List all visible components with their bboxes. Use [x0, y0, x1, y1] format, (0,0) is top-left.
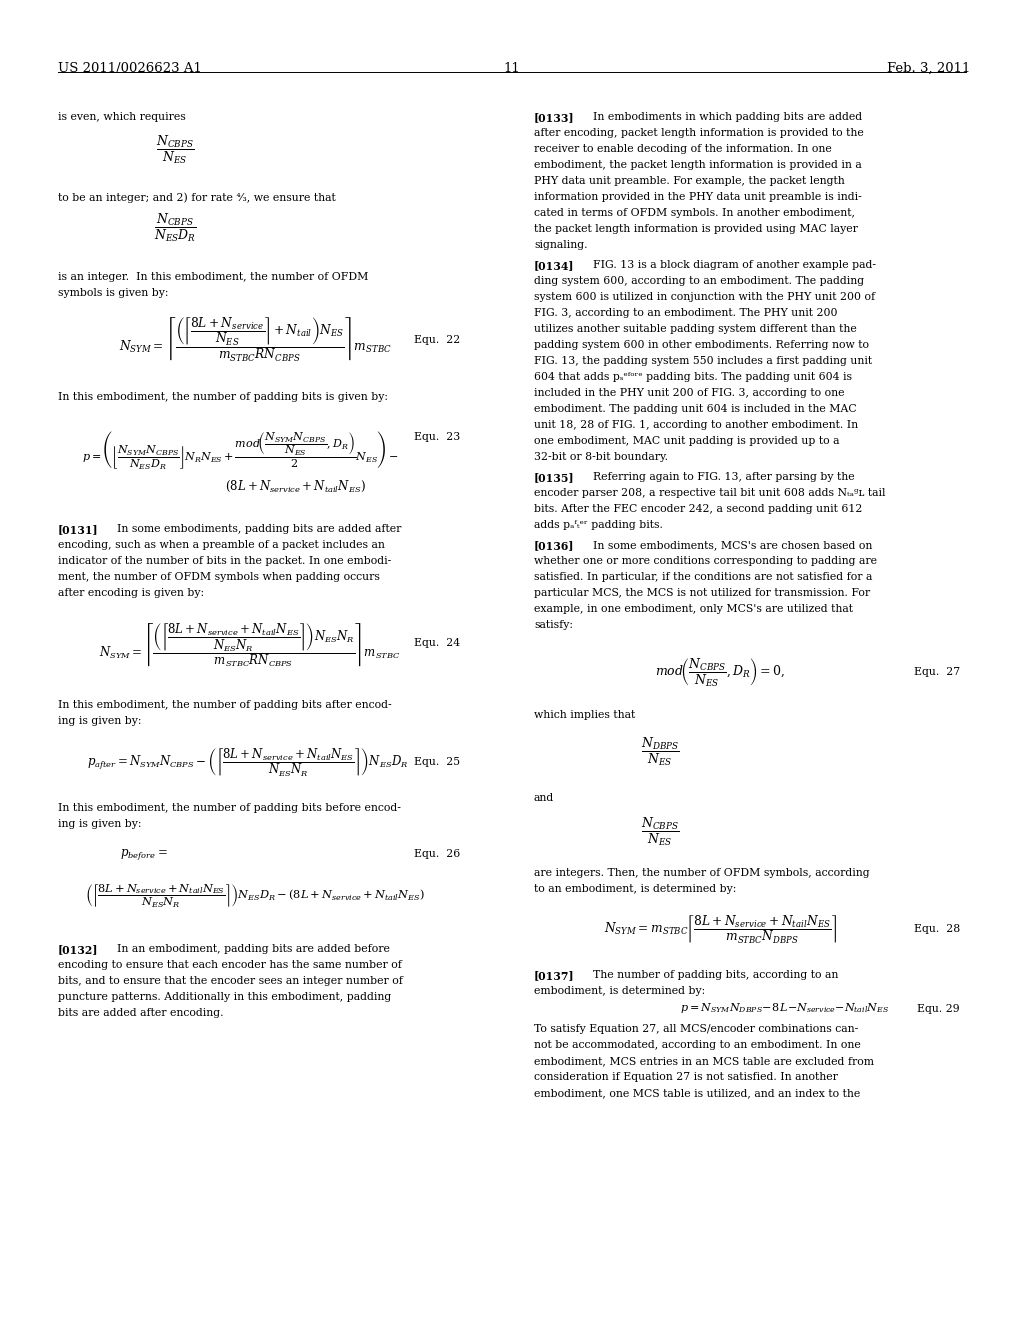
Text: unit 18, 28 of FIG. 1, according to another embodiment. In: unit 18, 28 of FIG. 1, according to anot… [534, 420, 858, 430]
Text: In this embodiment, the number of padding bits after encod-: In this embodiment, the number of paddin… [58, 700, 391, 710]
Text: $(8L + N_{service} + N_{tail}N_{ES})$: $(8L + N_{service} + N_{tail}N_{ES})$ [224, 478, 366, 494]
Text: satisfied. In particular, if the conditions are not satisfied for a: satisfied. In particular, if the conditi… [534, 572, 872, 582]
Text: 604 that adds pₛᵉᶠᵒʳᵉ padding bits. The padding unit 604 is: 604 that adds pₛᵉᶠᵒʳᵉ padding bits. The … [534, 372, 852, 381]
Text: PHY data unit preamble. For example, the packet length: PHY data unit preamble. For example, the… [534, 176, 845, 186]
Text: $N_{SYM} = m_{STBC}\left\lceil \dfrac{8L+N_{service}+N_{tail}N_{ES}}{m_{STBC}N_{: $N_{SYM} = m_{STBC}\left\lceil \dfrac{8L… [603, 913, 837, 946]
Text: cated in terms of OFDM symbols. In another embodiment,: cated in terms of OFDM symbols. In anoth… [534, 209, 855, 218]
Text: $N_{SYM} = \left\lceil \dfrac{\left(\left\lceil \dfrac{8L+N_{service}}{N_{ES}} \: $N_{SYM} = \left\lceil \dfrac{\left(\lef… [119, 315, 391, 364]
Text: padding system 600 in other embodiments. Referring now to: padding system 600 in other embodiments.… [534, 341, 869, 350]
Text: FIG. 3, according to an embodiment. The PHY unit 200: FIG. 3, according to an embodiment. The … [534, 308, 838, 318]
Text: $p_{before} =$: $p_{before} =$ [120, 847, 168, 862]
Text: ment, the number of OFDM symbols when padding occurs: ment, the number of OFDM symbols when pa… [58, 572, 380, 582]
Text: which implies that: which implies that [534, 710, 635, 719]
Text: indicator of the number of bits in the packet. In one embodi-: indicator of the number of bits in the p… [58, 556, 391, 566]
Text: embodiment, is determined by:: embodiment, is determined by: [534, 986, 706, 997]
Text: In this embodiment, the number of padding bits is given by:: In this embodiment, the number of paddin… [58, 392, 388, 403]
Text: signaling.: signaling. [534, 240, 588, 249]
Text: FIG. 13, the padding system 550 includes a first padding unit: FIG. 13, the padding system 550 includes… [534, 356, 872, 366]
Text: Equ.  24: Equ. 24 [414, 638, 460, 648]
Text: [0132]: [0132] [58, 944, 98, 954]
Text: ing is given by:: ing is given by: [58, 818, 141, 829]
Text: whether one or more conditions corresponding to padding are: whether one or more conditions correspon… [534, 556, 877, 566]
Text: is an integer.  In this embodiment, the number of OFDM: is an integer. In this embodiment, the n… [58, 272, 369, 282]
Text: [0135]: [0135] [534, 473, 574, 483]
Text: to be an integer; and 2) for rate ⁴⁄₃, we ensure that: to be an integer; and 2) for rate ⁴⁄₃, w… [58, 191, 336, 202]
Text: $p{=}N_{SYM}N_{DBPS}{-}8\,L{-}N_{service}{-}N_{tail}N_{ES}$: $p{=}N_{SYM}N_{DBPS}{-}8\,L{-}N_{service… [680, 1001, 889, 1015]
Text: after encoding, packet length information is provided to the: after encoding, packet length informatio… [534, 128, 864, 139]
Text: and: and [534, 793, 554, 803]
Text: embodiment. The padding unit 604 is included in the MAC: embodiment. The padding unit 604 is incl… [534, 404, 857, 414]
Text: system 600 is utilized in conjunction with the PHY unit 200 of: system 600 is utilized in conjunction wi… [534, 292, 876, 302]
Text: encoding to ensure that each encoder has the same number of: encoding to ensure that each encoder has… [58, 960, 401, 970]
Text: $\dfrac{N_{DBPS}}{N_{ES}}$: $\dfrac{N_{DBPS}}{N_{ES}}$ [641, 737, 680, 768]
Text: included in the PHY unit 200 of FIG. 3, according to one: included in the PHY unit 200 of FIG. 3, … [534, 388, 845, 399]
Text: Equ.  27: Equ. 27 [913, 667, 961, 677]
Text: bits are added after encoding.: bits are added after encoding. [58, 1008, 223, 1018]
Text: $\dfrac{N_{CBPS}}{N_{ES}}$: $\dfrac{N_{CBPS}}{N_{ES}}$ [641, 816, 679, 847]
Text: $N_{SYM} = \left\lceil \dfrac{\left(\left\lceil \dfrac{8L+N_{service}+N_{tail}N_: $N_{SYM} = \left\lceil \dfrac{\left(\lef… [99, 620, 400, 669]
Text: In this embodiment, the number of padding bits before encod-: In this embodiment, the number of paddin… [58, 803, 400, 813]
Text: Equ.  22: Equ. 22 [414, 335, 460, 345]
Text: bits, and to ensure that the encoder sees an integer number of: bits, and to ensure that the encoder see… [58, 975, 402, 986]
Text: embodiment, MCS entries in an MCS table are excluded from: embodiment, MCS entries in an MCS table … [534, 1056, 874, 1067]
Text: are integers. Then, the number of OFDM symbols, according: are integers. Then, the number of OFDM s… [534, 869, 869, 878]
Text: [0133]: [0133] [534, 112, 574, 123]
Text: bits. After the FEC encoder 242, a second padding unit 612: bits. After the FEC encoder 242, a secon… [534, 504, 862, 513]
Text: 11: 11 [504, 62, 520, 75]
Text: is even, which requires: is even, which requires [58, 112, 185, 121]
Text: consideration if Equation 27 is not satisfied. In another: consideration if Equation 27 is not sati… [534, 1072, 838, 1082]
Text: encoder parser 208, a respective tail bit unit 608 adds Nₜₐᶢʟ tail: encoder parser 208, a respective tail bi… [534, 488, 886, 498]
Text: Equ.  26: Equ. 26 [414, 849, 460, 859]
Text: ing is given by:: ing is given by: [58, 715, 141, 726]
Text: The number of padding bits, according to an: The number of padding bits, according to… [586, 970, 839, 979]
Text: embodiment, one MCS table is utilized, and an index to the: embodiment, one MCS table is utilized, a… [534, 1088, 860, 1098]
Text: $p_{after} = N_{SYM}N_{CBPS} - \left(\left\lceil \dfrac{8L+N_{service}+N_{tail}N: $p_{after} = N_{SYM}N_{CBPS} - \left(\le… [87, 746, 409, 777]
Text: $mod\!\left(\dfrac{N_{CBPS}}{N_{ES}}, D_R\right) = 0,$: $mod\!\left(\dfrac{N_{CBPS}}{N_{ES}}, D_… [655, 657, 785, 689]
Text: puncture patterns. Additionally in this embodiment, padding: puncture patterns. Additionally in this … [58, 993, 391, 1002]
Text: Equ.  28: Equ. 28 [913, 924, 961, 935]
Text: embodiment, the packet length information is provided in a: embodiment, the packet length informatio… [534, 160, 862, 170]
Text: after encoding is given by:: after encoding is given by: [58, 587, 204, 598]
Text: In some embodiments, padding bits are added after: In some embodiments, padding bits are ad… [110, 524, 401, 535]
Text: [0134]: [0134] [534, 260, 574, 271]
Text: 32-bit or 8-bit boundary.: 32-bit or 8-bit boundary. [534, 451, 668, 462]
Text: Referring again to FIG. 13, after parsing by the: Referring again to FIG. 13, after parsin… [586, 473, 855, 482]
Text: receiver to enable decoding of the information. In one: receiver to enable decoding of the infor… [534, 144, 831, 154]
Text: US 2011/0026623 A1: US 2011/0026623 A1 [58, 62, 202, 75]
Text: [0137]: [0137] [534, 970, 574, 981]
Text: information provided in the PHY data unit preamble is indi-: information provided in the PHY data uni… [534, 191, 862, 202]
Text: to an embodiment, is determined by:: to an embodiment, is determined by: [534, 884, 736, 894]
Text: the packet length information is provided using MAC layer: the packet length information is provide… [534, 224, 858, 234]
Text: $\left(\left\lceil \dfrac{8L+N_{service}+N_{tail}N_{ES}}{N_{ES}N_R} \right\rceil: $\left(\left\lceil \dfrac{8L+N_{service}… [85, 883, 425, 909]
Text: FIG. 13 is a block diagram of another example pad-: FIG. 13 is a block diagram of another ex… [586, 260, 876, 271]
Text: Feb. 3, 2011: Feb. 3, 2011 [887, 62, 970, 75]
Text: $\dfrac{N_{CBPS}}{N_{ES}D_R}$: $\dfrac{N_{CBPS}}{N_{ES}D_R}$ [154, 213, 197, 244]
Text: $p = \left(\left\lfloor \dfrac{N_{SYM}N_{CBPS}}{N_{ES}D_R} \right\rfloor N_R N_{: $p = \left(\left\lfloor \dfrac{N_{SYM}N_… [82, 429, 398, 471]
Text: In some embodiments, MCS's are chosen based on: In some embodiments, MCS's are chosen ba… [586, 540, 872, 550]
Text: one embodiment, MAC unit padding is provided up to a: one embodiment, MAC unit padding is prov… [534, 436, 840, 446]
Text: In an embodiment, padding bits are added before: In an embodiment, padding bits are added… [110, 944, 390, 954]
Text: $\dfrac{N_{CBPS}}{N_{ES}}$: $\dfrac{N_{CBPS}}{N_{ES}}$ [156, 133, 195, 166]
Text: Equ. 29: Equ. 29 [918, 1005, 961, 1014]
Text: symbols is given by:: symbols is given by: [58, 288, 169, 298]
Text: adds pₐᶠₜᵉʳ padding bits.: adds pₐᶠₜᵉʳ padding bits. [534, 520, 663, 531]
Text: Equ.  25: Equ. 25 [414, 756, 460, 767]
Text: To satisfy Equation 27, all MCS/encoder combinations can-: To satisfy Equation 27, all MCS/encoder … [534, 1024, 858, 1034]
Text: utilizes another suitable padding system different than the: utilizes another suitable padding system… [534, 323, 857, 334]
Text: [0136]: [0136] [534, 540, 574, 550]
Text: encoding, such as when a preamble of a packet includes an: encoding, such as when a preamble of a p… [58, 540, 385, 550]
Text: example, in one embodiment, only MCS's are utilized that: example, in one embodiment, only MCS's a… [534, 605, 853, 614]
Text: Equ.  23: Equ. 23 [414, 432, 460, 442]
Text: ding system 600, according to an embodiment. The padding: ding system 600, according to an embodim… [534, 276, 864, 286]
Text: particular MCS, the MCS is not utilized for transmission. For: particular MCS, the MCS is not utilized … [534, 587, 870, 598]
Text: not be accommodated, according to an embodiment. In one: not be accommodated, according to an emb… [534, 1040, 861, 1049]
Text: [0131]: [0131] [58, 524, 98, 535]
Text: In embodiments in which padding bits are added: In embodiments in which padding bits are… [586, 112, 862, 121]
Text: satisfy:: satisfy: [534, 620, 573, 630]
